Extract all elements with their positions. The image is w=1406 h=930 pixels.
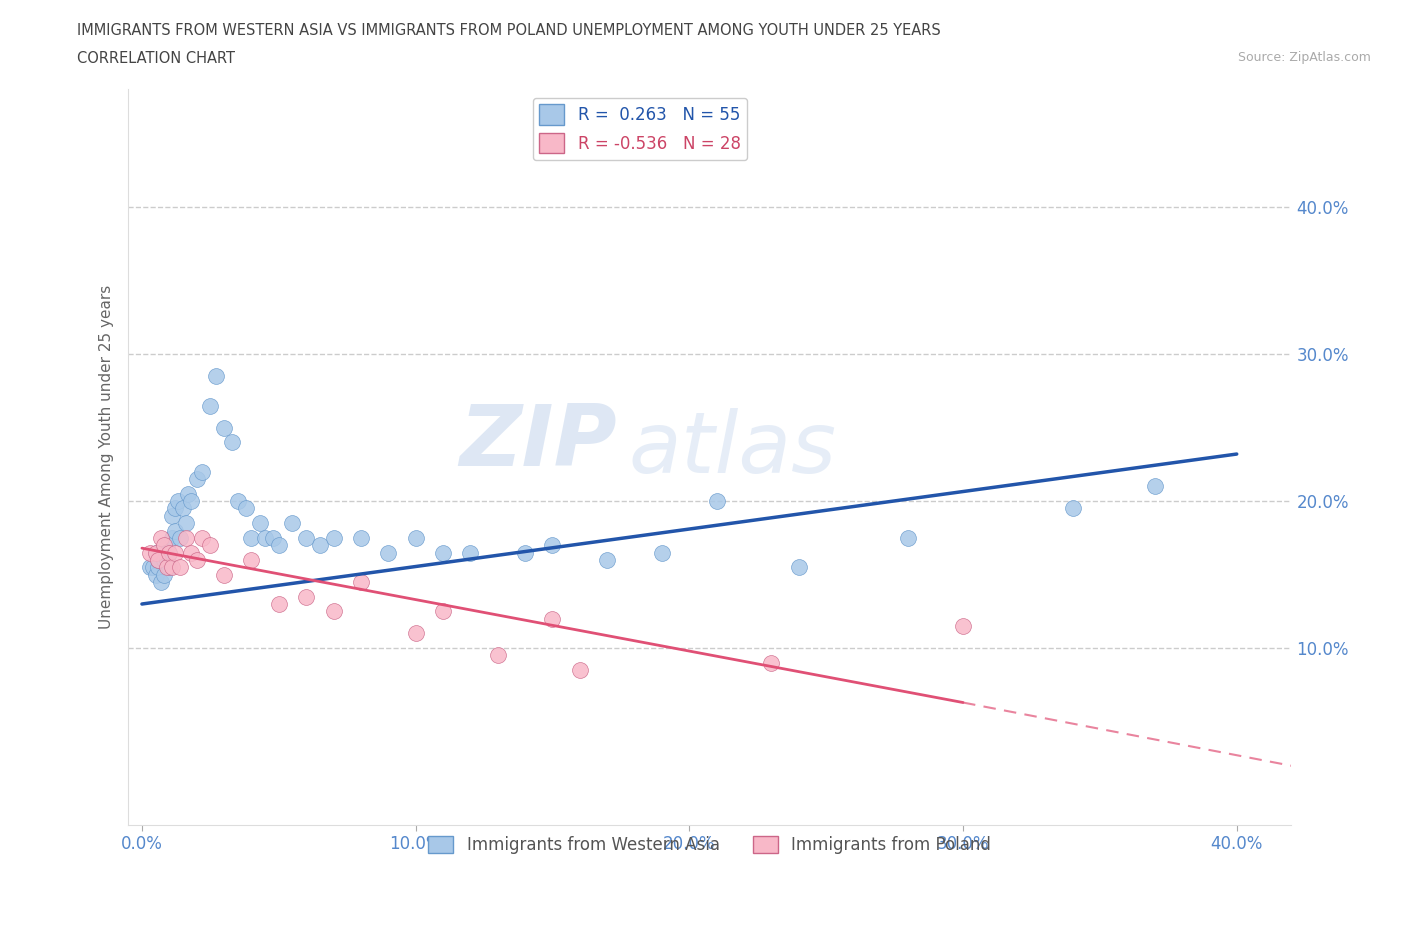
- Point: [1062, 501, 1084, 516]
- Point: [150, 575, 173, 590]
- Point: [169, 560, 191, 575]
- Point: [212, 567, 235, 582]
- Text: Source: ZipAtlas.com: Source: ZipAtlas.com: [1237, 51, 1371, 64]
- Point: [295, 530, 318, 545]
- Point: [897, 530, 920, 545]
- Point: [432, 545, 454, 560]
- Point: [153, 552, 176, 567]
- Point: [952, 618, 974, 633]
- Point: [240, 552, 263, 567]
- Point: [148, 552, 170, 567]
- Point: [139, 560, 162, 575]
- Point: [174, 530, 197, 545]
- Text: ZIP: ZIP: [460, 401, 617, 484]
- Point: [249, 516, 271, 531]
- Point: [541, 538, 564, 552]
- Point: [322, 530, 344, 545]
- Point: [169, 530, 191, 545]
- Point: [308, 538, 330, 552]
- Point: [254, 530, 277, 545]
- Point: [541, 611, 564, 626]
- Point: [163, 501, 186, 516]
- Point: [166, 494, 188, 509]
- Point: [148, 560, 170, 575]
- Point: [150, 530, 173, 545]
- Point: [186, 472, 208, 486]
- Point: [191, 464, 214, 479]
- Point: [706, 494, 728, 509]
- Point: [350, 530, 373, 545]
- Point: [226, 494, 249, 509]
- Point: [153, 538, 176, 552]
- Point: [513, 545, 536, 560]
- Point: [180, 494, 202, 509]
- Point: [186, 552, 208, 567]
- Point: [377, 545, 399, 560]
- Point: [596, 552, 619, 567]
- Point: [262, 530, 284, 545]
- Point: [148, 552, 170, 567]
- Point: [651, 545, 673, 560]
- Point: [172, 501, 194, 516]
- Point: [157, 545, 180, 560]
- Point: [486, 648, 509, 663]
- Point: [174, 516, 197, 531]
- Point: [200, 398, 222, 413]
- Point: [145, 567, 167, 582]
- Point: [139, 545, 162, 560]
- Point: [191, 530, 214, 545]
- Point: [155, 552, 177, 567]
- Point: [405, 626, 427, 641]
- Point: [568, 663, 591, 678]
- Point: [160, 509, 183, 524]
- Point: [240, 530, 263, 545]
- Point: [145, 545, 167, 560]
- Point: [267, 596, 290, 611]
- Point: [295, 590, 318, 604]
- Point: [180, 545, 202, 560]
- Point: [142, 560, 165, 575]
- Point: [761, 656, 783, 671]
- Point: [155, 560, 177, 575]
- Point: [160, 530, 183, 545]
- Point: [787, 560, 810, 575]
- Point: [163, 545, 186, 560]
- Point: [405, 530, 427, 545]
- Point: [157, 545, 180, 560]
- Text: atlas: atlas: [628, 408, 837, 491]
- Point: [145, 545, 167, 560]
- Point: [350, 575, 373, 590]
- Point: [432, 604, 454, 618]
- Legend: Immigrants from Western Asia, Immigrants from Poland: Immigrants from Western Asia, Immigrants…: [422, 829, 998, 860]
- Point: [281, 516, 304, 531]
- Point: [460, 545, 482, 560]
- Point: [1143, 479, 1166, 494]
- Point: [235, 501, 257, 516]
- Point: [200, 538, 222, 552]
- Text: CORRELATION CHART: CORRELATION CHART: [77, 51, 235, 66]
- Point: [163, 523, 186, 538]
- Point: [160, 560, 183, 575]
- Point: [205, 368, 228, 383]
- Point: [153, 567, 176, 582]
- Point: [212, 420, 235, 435]
- Point: [322, 604, 344, 618]
- Point: [155, 538, 177, 552]
- Text: IMMIGRANTS FROM WESTERN ASIA VS IMMIGRANTS FROM POLAND UNEMPLOYMENT AMONG YOUTH : IMMIGRANTS FROM WESTERN ASIA VS IMMIGRAN…: [77, 23, 941, 38]
- Point: [177, 486, 200, 501]
- Point: [150, 545, 173, 560]
- Y-axis label: Unemployment Among Youth under 25 years: Unemployment Among Youth under 25 years: [100, 285, 114, 629]
- Point: [267, 538, 290, 552]
- Point: [221, 435, 243, 450]
- Point: [157, 560, 180, 575]
